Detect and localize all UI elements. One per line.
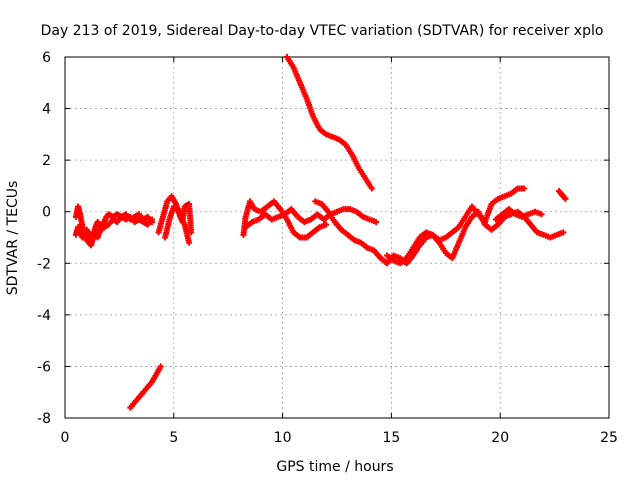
data-point (157, 363, 164, 370)
x-tick-label: 5 (169, 430, 178, 446)
data-point (186, 239, 193, 246)
plot-frame (64, 56, 610, 419)
series-s4 (162, 200, 195, 241)
data-point (373, 219, 380, 226)
y-tick-label: -2 (37, 256, 51, 272)
x-tick-label: 20 (491, 430, 509, 446)
data-point (562, 195, 569, 202)
chart-title: Day 213 of 2019, Sidereal Day-to-day VTE… (41, 23, 604, 39)
data-point (538, 211, 545, 218)
y-tick-label: -6 (37, 359, 51, 375)
series-s12 (555, 188, 569, 202)
x-axis-label: GPS time / hours (276, 459, 393, 475)
y-tick-label: -4 (37, 308, 51, 324)
x-tick-label: 10 (274, 430, 292, 446)
y-tick-label: -8 (37, 411, 51, 427)
series-s11 (492, 206, 545, 223)
x-tick-label: 15 (382, 430, 400, 446)
data-point (560, 229, 567, 236)
data-points (72, 54, 569, 411)
data-point (521, 185, 528, 192)
series-s2 (72, 203, 156, 244)
y-axis-label: SDTVAR / TECUs (5, 181, 21, 296)
axis-ticks: 0 5 10 15 20 25 -8 -6 -4 -2 0 2 4 6 (37, 50, 618, 446)
data-point (188, 229, 195, 236)
grid (65, 57, 609, 418)
y-tick-label: 0 (42, 205, 51, 221)
data-point (149, 219, 156, 226)
y-tick-label: 2 (42, 153, 51, 169)
data-point (368, 185, 375, 192)
series-s5 (127, 363, 164, 411)
data-point (323, 221, 330, 228)
y-tick-label: 6 (42, 50, 51, 66)
x-tick-label: 0 (61, 430, 70, 446)
series-s8 (283, 54, 375, 192)
y-tick-label: 4 (42, 102, 51, 118)
x-tick-label: 25 (600, 430, 618, 446)
